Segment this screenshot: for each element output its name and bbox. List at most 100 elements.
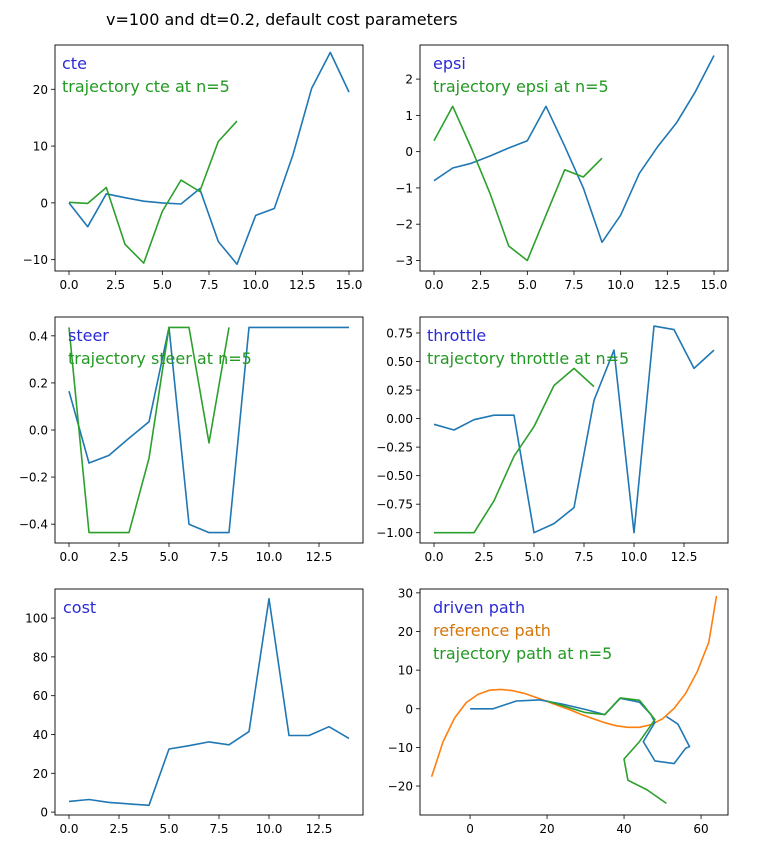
cost-xtick-label: 5.0 (159, 822, 178, 836)
epsi-xtick-label: 5.0 (518, 278, 537, 292)
cost-label-0: cost (63, 598, 96, 617)
throttle-ytick-label: −1.00 (376, 526, 413, 540)
path-xtick-label: 20 (539, 822, 554, 836)
cost-axes-frame (54, 588, 364, 816)
throttle-xtick-label: 5.0 (524, 550, 543, 564)
epsi-xtick-label: 15.0 (701, 278, 728, 292)
cte-ytick-label: −10 (23, 253, 48, 267)
epsi-xtick-label: 7.5 (564, 278, 583, 292)
path-ytick-label: 20 (398, 625, 413, 639)
cost-ytick-label: 60 (33, 689, 48, 703)
steer-label-1: trajectory steer at n=5 (68, 349, 252, 368)
cte-ytick-label: 20 (33, 83, 48, 97)
figure-suptitle: v=100 and dt=0.2, default cost parameter… (106, 10, 458, 29)
path-series-line-orange (430, 595, 718, 778)
steer-xtick-label: 7.5 (209, 550, 228, 564)
cte-xtick-label: 5.0 (153, 278, 172, 292)
steer-label-0: steer (68, 326, 109, 345)
cte-xtick-label: 7.5 (199, 278, 218, 292)
throttle-ytick-label: 0.00 (386, 412, 413, 426)
epsi-ytick-label: 1 (405, 109, 413, 123)
throttle-ytick-label: 0.75 (386, 326, 413, 340)
subplot-throttle: 0.0 2.5 5.0 7.5 10.0 12.5 −1.00 −0.75 −0.50 −0.25… (376, 316, 729, 564)
throttle-axes-frame (419, 316, 729, 544)
steer-series-line-blue (68, 326, 349, 534)
throttle-series-line-green (434, 367, 595, 534)
epsi-ytick-label: −2 (395, 218, 413, 232)
throttle-xtick-label: 2.5 (474, 550, 493, 564)
path-ytick-label: 10 (398, 664, 413, 678)
cte-xtick-label: 2.5 (106, 278, 125, 292)
cost-ytick-label: 40 (33, 728, 48, 742)
cte-series-line-blue (68, 51, 350, 266)
throttle-xtick-label: 12.5 (671, 550, 698, 564)
path-label-1: reference path (433, 621, 551, 640)
throttle-xtick-label: 10.0 (621, 550, 648, 564)
path-ytick-label: −10 (388, 741, 413, 755)
throttle-xtick-label: 7.5 (574, 550, 593, 564)
steer-xtick-label: 2.5 (109, 550, 128, 564)
steer-ytick-label: 0.0 (29, 424, 48, 438)
epsi-series-line-green (433, 105, 603, 262)
cost-ytick-label: 80 (33, 650, 48, 664)
throttle-ytick-label: 0.50 (386, 355, 413, 369)
throttle-ytick-label: −0.75 (376, 498, 413, 512)
epsi-series-line-blue (433, 55, 715, 244)
epsi-label-1: trajectory epsi at n=5 (433, 77, 609, 96)
throttle-series-line-blue (433, 325, 715, 534)
path-series-line-blue (470, 697, 691, 765)
steer-ytick-label: 0.4 (29, 329, 48, 343)
path-ytick-label: 30 (398, 586, 413, 600)
cost-ytick-label: 0 (40, 806, 48, 820)
cte-label-0: cte (62, 54, 87, 73)
cost-ytick-label: 20 (33, 767, 48, 781)
cost-xtick-label: 10.0 (256, 822, 283, 836)
path-series-line-green (546, 697, 667, 805)
epsi-ytick-label: −1 (395, 181, 413, 195)
cost-xtick-label: 2.5 (109, 822, 128, 836)
steer-ytick-label: −0.4 (19, 518, 48, 532)
throttle-label-0: throttle (427, 326, 486, 345)
epsi-xtick-label: 12.5 (654, 278, 681, 292)
subplot-path: 0 20 40 60 −20 −10 0 10 20 30 driven path reference… (388, 586, 729, 836)
steer-xtick-label: 10.0 (256, 550, 283, 564)
path-axes-frame (419, 588, 729, 816)
epsi-label-0: epsi (433, 54, 466, 73)
cte-ytick-label: 10 (33, 140, 48, 154)
epsi-ytick-label: 0 (405, 145, 413, 159)
subplot-cte: 0.0 2.5 5.0 7.5 10.0 12.5 15.0 −10 0 10 20 cte traje… (23, 44, 364, 292)
cte-label-1: trajectory cte at n=5 (62, 77, 230, 96)
path-label-0: driven path (433, 598, 525, 617)
epsi-xtick-label: 0.0 (424, 278, 443, 292)
throttle-ytick-label: −0.25 (376, 441, 413, 455)
cte-series-line-green (68, 120, 238, 264)
cte-xtick-label: 0.0 (59, 278, 78, 292)
path-ytick-label: −20 (388, 780, 413, 794)
steer-ytick-label: 0.2 (29, 376, 48, 390)
throttle-ytick-label: 0.25 (386, 384, 413, 398)
path-ytick-label: 0 (405, 702, 413, 716)
cte-xtick-label: 10.0 (242, 278, 269, 292)
steer-series-line-green (68, 326, 230, 534)
path-xtick-label: 0 (466, 822, 474, 836)
steer-ytick-label: −0.2 (19, 471, 48, 485)
epsi-xtick-label: 2.5 (471, 278, 490, 292)
cost-xtick-label: 7.5 (209, 822, 228, 836)
cost-series-line-blue (68, 597, 350, 807)
steer-xtick-label: 0.0 (59, 550, 78, 564)
throttle-xtick-label: 0.0 (424, 550, 443, 564)
cost-xtick-label: 0.0 (59, 822, 78, 836)
epsi-xtick-label: 10.0 (607, 278, 634, 292)
throttle-label-1: trajectory throttle at n=5 (427, 349, 629, 368)
path-label-2: trajectory path at n=5 (433, 644, 612, 663)
cte-xtick-label: 15.0 (336, 278, 363, 292)
epsi-ytick-label: 2 (405, 73, 413, 87)
steer-xtick-label: 12.5 (306, 550, 333, 564)
path-xtick-label: 60 (693, 822, 708, 836)
epsi-ytick-label: −3 (395, 254, 413, 268)
cte-xtick-label: 12.5 (289, 278, 316, 292)
subplot-cost: 0.0 2.5 5.0 7.5 10.0 12.5 0 20 40 60 80 100 cost (25, 588, 364, 836)
cte-ytick-label: 0 (40, 196, 48, 210)
subplot-epsi: 0.0 2.5 5.0 7.5 10.0 12.5 15.0 −3 −2 −1 0 1 2 epsi tra… (395, 44, 729, 292)
